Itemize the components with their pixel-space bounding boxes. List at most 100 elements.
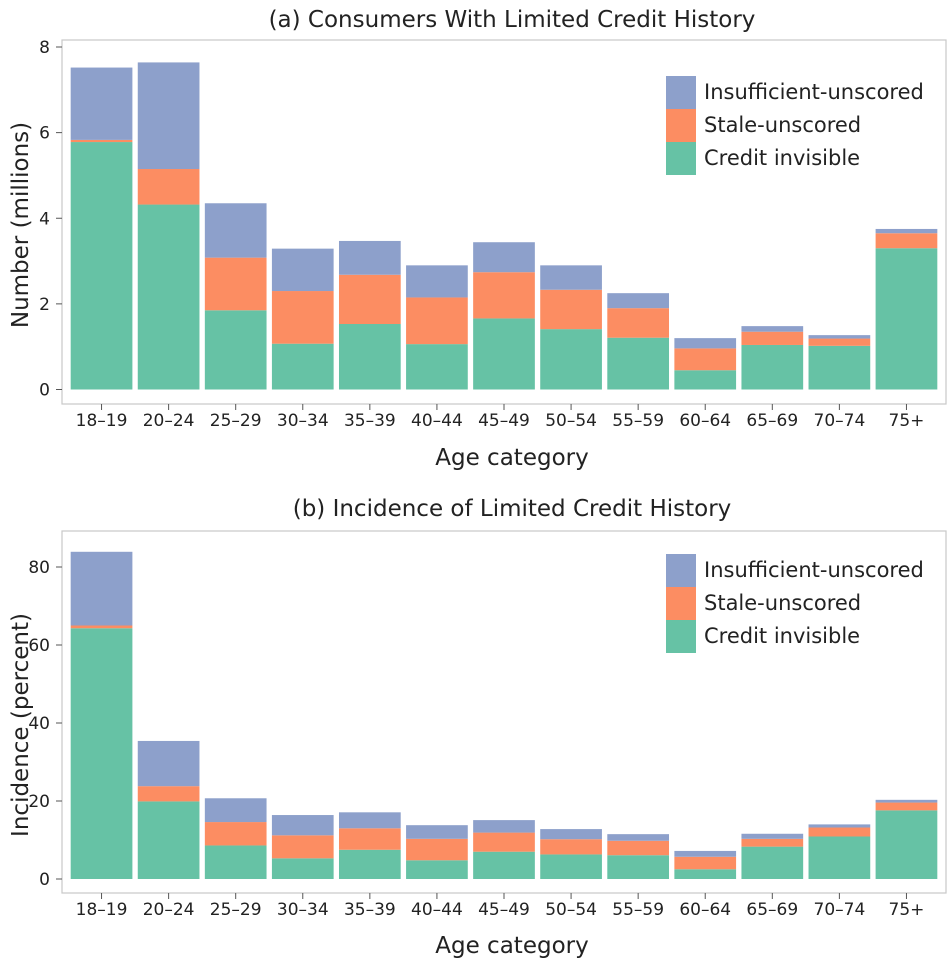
bar-credit-invisible-55-59 [607,337,670,390]
bar-insufficient-unscored-18-19 [70,67,133,140]
bar-credit-invisible-75 [875,810,938,879]
bar-credit-invisible-50-54 [540,854,602,879]
bar-insufficient-unscored-40-44 [406,265,468,298]
y-tick-label: 80 [28,558,50,578]
chart-b-ylabel: Incidence (percent) [8,613,34,837]
legend-swatch-credit-invisible [666,142,696,175]
bar-insufficient-unscored-50-54 [540,265,602,290]
bar-stale-unscored-40-44 [406,297,468,345]
chart-a-xlabel: Age category [435,445,588,471]
legend-label-stale-unscored: Stale-unscored [704,591,861,615]
bar-credit-invisible-65-69 [741,344,804,390]
x-tick-label: 40–44 [411,900,463,920]
bar-credit-invisible-20-24 [137,801,200,879]
bar-credit-invisible-20-24 [137,204,200,390]
x-tick-label: 65–69 [746,411,798,431]
bar-credit-invisible-30-34 [271,343,334,390]
bar-insufficient-unscored-45-49 [473,242,535,273]
bar-insufficient-unscored-70-74 [808,335,871,339]
bar-stale-unscored-50-54 [540,289,602,330]
x-tick-label: 20–24 [143,411,195,431]
x-tick-label: 70–74 [814,411,866,431]
bar-stale-unscored-25-29 [204,257,267,311]
bar-credit-invisible-75 [875,248,938,390]
bar-stale-unscored-18-19 [70,139,133,143]
x-tick-label: 60–64 [679,411,731,431]
bar-insufficient-unscored-55-59 [607,834,670,841]
x-tick-label: 18–19 [76,900,128,920]
y-tick-label: 6 [39,124,50,144]
bar-stale-unscored-25-29 [204,822,267,846]
x-tick-label: 18–19 [76,411,128,431]
bar-stale-unscored-70-74 [808,827,871,837]
y-tick-label: 60 [28,636,50,656]
y-tick-label: 8 [39,38,50,58]
x-tick-label: 75+ [889,411,925,431]
bar-insufficient-unscored-30-34 [271,248,334,292]
bar-stale-unscored-55-59 [607,308,670,338]
bar-stale-unscored-45-49 [473,272,535,319]
bar-credit-invisible-40-44 [406,860,468,879]
chart-a-plot: 0 2 4 6 8 18–19 20–24 25–29 30–34 35–39 40–44 45–49… [39,38,947,431]
bar-insufficient-unscored-35-39 [338,812,401,829]
bar-credit-invisible-65-69 [741,846,804,879]
chart-b-title: (b) Incidence of Limited Credit History [293,496,732,522]
bar-credit-invisible-70-74 [808,836,871,879]
bar-stale-unscored-60-64 [674,856,737,870]
chart-b-xlabel: Age category [435,933,588,959]
bar-insufficient-unscored-75 [875,799,938,803]
chart-a-ylabel: Number (millions) [8,122,34,328]
bar-stale-unscored-30-34 [271,835,334,859]
x-tick-label: 55–59 [612,900,664,920]
x-tick-label: 20–24 [143,900,195,920]
bar-credit-invisible-45-49 [473,851,535,879]
bar-credit-invisible-70-74 [808,345,871,390]
bar-insufficient-unscored-18-19 [70,551,133,626]
bar-stale-unscored-35-39 [338,274,401,324]
bar-stale-unscored-30-34 [271,291,334,344]
bar-credit-invisible-60-64 [674,869,737,879]
legend-swatch-insufficient-unscored [666,554,696,587]
bar-credit-invisible-45-49 [473,318,535,390]
legend-label-insufficient-unscored: Insufficient-unscored [704,80,924,104]
y-tick-label: 20 [28,792,50,812]
legend-label-credit-invisible: Credit invisible [704,146,860,170]
y-tick-label: 40 [28,714,50,734]
x-tick-label: 40–44 [411,411,463,431]
bar-credit-invisible-25-29 [204,845,267,879]
bar-stale-unscored-45-49 [473,832,535,852]
y-tick-label: 0 [39,381,50,401]
bar-stale-unscored-20-24 [137,169,200,205]
bar-credit-invisible-18-19 [70,628,133,879]
x-tick-label: 50–54 [545,900,597,920]
bar-stale-unscored-65-69 [741,838,804,847]
bar-credit-invisible-18-19 [70,142,133,390]
x-tick-label: 65–69 [746,900,798,920]
chart-b-plot: 0 20 40 60 80 18–19 20–24 25–29 30–34 35–39 40–44 4… [28,530,947,920]
x-tick-label: 50–54 [545,411,597,431]
bar-stale-unscored-75 [875,233,938,249]
bar-stale-unscored-35-39 [338,828,401,850]
bar-credit-invisible-40-44 [406,344,468,390]
bar-stale-unscored-55-59 [607,840,670,856]
bar-insufficient-unscored-45-49 [473,820,535,833]
bar-insufficient-unscored-25-29 [204,798,267,823]
bar-insufficient-unscored-30-34 [271,815,334,836]
x-tick-label: 45–49 [478,411,530,431]
x-tick-label: 35–39 [344,900,396,920]
x-tick-label: 30–34 [277,900,329,920]
bar-insufficient-unscored-70-74 [808,824,871,828]
bar-insufficient-unscored-35-39 [338,240,401,275]
x-tick-label: 60–64 [679,900,731,920]
legend-label-credit-invisible: Credit invisible [704,624,860,648]
legend-label-insufficient-unscored: Insufficient-unscored [704,558,924,582]
legend-swatch-stale-unscored [666,587,696,620]
bar-insufficient-unscored-20-24 [137,740,200,787]
bar-insufficient-unscored-20-24 [137,62,200,170]
y-tick-label: 4 [39,209,50,229]
y-tick-label: 0 [39,870,50,890]
legend-swatch-stale-unscored [666,109,696,142]
bar-insufficient-unscored-65-69 [741,833,804,839]
bar-insufficient-unscored-60-64 [674,338,737,349]
